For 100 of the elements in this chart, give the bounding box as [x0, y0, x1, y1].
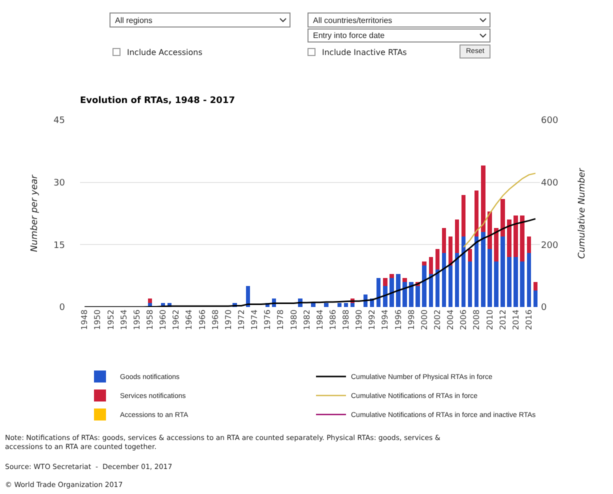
- bar: [500, 236, 505, 307]
- bar: [488, 248, 492, 307]
- bar: [481, 166, 486, 232]
- bar: [416, 286, 420, 307]
- bar: [474, 236, 479, 307]
- x-tick-label: 2010: [485, 310, 494, 330]
- x-tick-label: 1988: [342, 310, 351, 330]
- bar: [428, 257, 433, 274]
- bar: [350, 302, 355, 307]
- bar: [520, 216, 524, 262]
- bar: [468, 261, 472, 307]
- x-tick-label: 1990: [354, 310, 364, 330]
- bar: [526, 252, 532, 307]
- y2-tick-label: 600: [541, 116, 558, 126]
- bar: [507, 257, 512, 307]
- bar: [383, 278, 388, 286]
- x-tick-label: 1950: [93, 310, 102, 330]
- bar: [402, 282, 407, 307]
- bar: [461, 194, 466, 236]
- bar: [148, 298, 152, 303]
- x-tick-label: 1984: [315, 310, 324, 330]
- chart-title: Evolution of RTAs, 1948 - 2017: [80, 96, 235, 106]
- bar: [514, 216, 518, 258]
- bar: [396, 274, 400, 307]
- x-tick-label: 1966: [198, 310, 207, 330]
- x-tick-label: 2014: [511, 310, 520, 330]
- text: All countries/territories: [313, 16, 392, 25]
- bar: [494, 261, 498, 307]
- y2-tick-label: 400: [541, 178, 558, 188]
- bar: [390, 278, 394, 307]
- x-tick-label: 1974: [250, 310, 260, 330]
- bar: [500, 198, 505, 236]
- bar: [474, 190, 479, 236]
- x-tick-label: 2012: [498, 310, 508, 330]
- bar: [448, 265, 453, 307]
- bar: [461, 236, 466, 307]
- bar: [324, 302, 328, 307]
- y-tick-label: 15: [54, 240, 65, 251]
- x-tick-label: 1948: [80, 310, 90, 330]
- bar: [468, 248, 472, 262]
- x-tick-label: 1968: [210, 310, 220, 330]
- x-tick-label: 2006: [459, 310, 468, 330]
- x-tick-label: 2000: [420, 310, 429, 330]
- y-axis-title: Number per year: [30, 174, 40, 252]
- bar: [526, 236, 532, 253]
- bar: [311, 302, 316, 307]
- x-tick-label: 1954: [119, 310, 128, 330]
- text: All regions: [115, 16, 152, 25]
- x-tick-label: 1952: [106, 310, 116, 330]
- x-tick-label: 1982: [302, 310, 312, 330]
- x-tick-label: 2002: [433, 310, 442, 330]
- y2-tick-label: 0: [541, 303, 547, 314]
- bar: [390, 274, 394, 278]
- bar: [533, 282, 538, 290]
- y2-tick-label: 200: [541, 240, 558, 251]
- bar: [383, 286, 388, 307]
- x-tick-label: 2008: [472, 310, 482, 330]
- text: Entry into force date: [313, 31, 386, 40]
- x-tick-label: 1956: [132, 310, 142, 330]
- x-tick-label: 1964: [184, 310, 194, 330]
- x-tick-label: 1976: [263, 310, 272, 330]
- bar: [494, 228, 498, 262]
- x-tick-label: 1978: [276, 310, 286, 330]
- bar: [514, 257, 518, 307]
- text: Include Accessions: [127, 48, 202, 57]
- x-tick-label: 1996: [394, 310, 403, 330]
- bar: [422, 261, 426, 266]
- y-tick-label: 30: [54, 178, 66, 188]
- text: Include Inactive RTAs: [322, 48, 407, 57]
- bar: [481, 232, 486, 307]
- y-tick-label: 0: [59, 303, 66, 314]
- bar: [422, 265, 426, 307]
- bar: [442, 252, 446, 307]
- bar: [454, 252, 460, 307]
- bar: [435, 270, 440, 307]
- line-series: [84, 218, 536, 307]
- bar: [344, 302, 348, 307]
- x-tick-label: 1992: [368, 310, 377, 330]
- bar: [435, 248, 440, 270]
- bar: [337, 302, 342, 307]
- x-tick-label: 1972: [236, 310, 246, 330]
- x-tick-label: 2004: [446, 310, 456, 330]
- x-tick-label: 1958: [146, 310, 155, 330]
- y-tick-label: 45: [54, 116, 65, 126]
- x-tick-label: 2016: [524, 310, 534, 330]
- bar: [409, 282, 414, 307]
- x-tick-label: 1960: [158, 310, 168, 330]
- bar: [488, 211, 492, 249]
- y2-axis-title: Cumulative Number: [577, 167, 588, 259]
- x-tick-label: 1962: [172, 310, 181, 330]
- bar: [442, 228, 446, 253]
- line-series: [462, 172, 536, 248]
- bar: [507, 220, 512, 258]
- bar: [454, 220, 460, 253]
- x-tick-label: 1970: [224, 310, 233, 330]
- bar: [402, 278, 407, 282]
- x-tick-label: 1986: [328, 310, 338, 330]
- bar: [520, 261, 524, 307]
- x-tick-label: 1998: [406, 310, 416, 330]
- x-tick-label: 1994: [380, 310, 390, 330]
